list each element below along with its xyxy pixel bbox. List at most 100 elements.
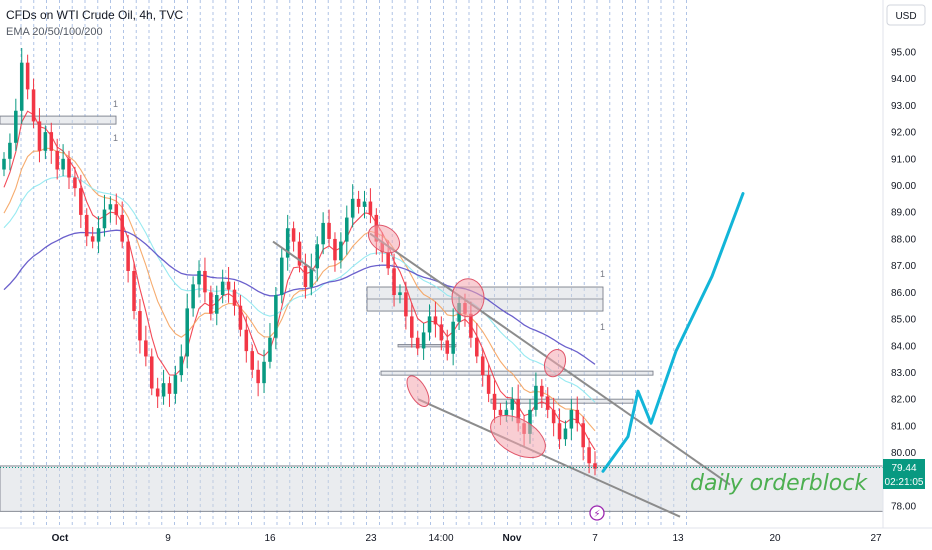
x-tick-6: 7 — [592, 533, 598, 544]
candle-97 — [575, 396, 580, 432]
price-tag — [883, 459, 925, 489]
candle-68 — [404, 281, 408, 330]
y-tick-0: 78.00 — [891, 502, 916, 513]
highlight-ellipse-1[interactable] — [363, 219, 405, 258]
x-tick-4: 14:00 — [428, 533, 453, 544]
x-tick-3: 23 — [365, 533, 377, 544]
drawing-layer — [0, 192, 883, 518]
chart-title: CFDs on WTI Crude Oil, 4h, TVC — [6, 8, 183, 22]
y-tick-17: 95.00 — [891, 48, 916, 59]
candle-33 — [197, 260, 201, 298]
candle-70 — [415, 331, 420, 356]
candle-15 — [90, 226, 95, 249]
candle-91 — [540, 379, 544, 408]
y-tick-11: 89.00 — [891, 208, 916, 219]
candle-52 — [309, 253, 314, 296]
level-82[interactable] — [490, 398, 634, 404]
candle-80 — [475, 323, 479, 364]
candle-81 — [480, 348, 485, 387]
candle-20 — [120, 201, 124, 249]
candle-47 — [279, 246, 284, 304]
zone-label-2: 1 — [113, 133, 118, 143]
candle-46 — [274, 287, 278, 350]
candle-30 — [179, 344, 184, 382]
candle-93 — [551, 397, 556, 437]
supply-zone-october[interactable] — [0, 115, 117, 125]
candle-98 — [581, 416, 585, 461]
x-tick-9: 27 — [870, 533, 882, 544]
candle-86 — [510, 387, 515, 422]
candle-13 — [79, 174, 83, 228]
price-tag-countdown: 02:21:05 — [885, 477, 924, 488]
highlight-ellipse-5[interactable] — [484, 407, 553, 466]
candle-11 — [67, 150, 71, 190]
candle-61 — [362, 190, 367, 219]
event-marker[interactable] — [589, 505, 605, 521]
indicator-legend[interactable]: EMA 20/50/100/200 — [6, 26, 103, 38]
y-tick-10: 88.00 — [891, 234, 916, 245]
candle-6 — [37, 108, 42, 163]
candle-8 — [49, 122, 54, 164]
candle-83 — [492, 380, 497, 423]
candle-73 — [433, 301, 438, 338]
candle-58 — [345, 205, 349, 255]
candle-62 — [368, 188, 373, 224]
x-tick-1: 9 — [165, 533, 171, 544]
candle-21 — [126, 234, 130, 283]
candle-72 — [427, 304, 432, 341]
candle-44 — [262, 349, 266, 394]
y-tick-13: 91.00 — [891, 154, 916, 165]
x-tick-2: 16 — [264, 533, 276, 544]
y-tick-7: 85.00 — [891, 315, 916, 326]
candle-92 — [545, 387, 550, 419]
highlight-ellipse-3[interactable] — [541, 347, 569, 380]
candle-18 — [108, 196, 113, 223]
candle-10 — [61, 144, 65, 177]
candle-94 — [557, 408, 562, 450]
candle-28 — [167, 376, 172, 407]
level-83[interactable] — [380, 370, 654, 376]
candle-14 — [84, 208, 89, 247]
zone-label-3: 1 — [600, 269, 605, 279]
candle-7 — [43, 125, 48, 160]
candle-23 — [138, 299, 142, 354]
candle-27 — [161, 369, 166, 405]
y-tick-14: 92.00 — [891, 128, 916, 139]
time-axis[interactable]: Oct 9 16 23 14:00 Nov 7 13 20 27 — [52, 533, 882, 544]
trendline-small[interactable] — [272, 240, 316, 272]
highlight-ellipse-4[interactable] — [403, 372, 434, 409]
candle-16 — [96, 216, 101, 254]
candle-71 — [421, 323, 426, 360]
candle-55 — [327, 209, 331, 246]
projection-path[interactable] — [601, 192, 745, 473]
candle-19 — [114, 193, 119, 225]
candle-50 — [297, 232, 302, 273]
candle-54 — [321, 212, 325, 255]
ema-line-2 — [3, 175, 596, 403]
candle-29 — [173, 365, 178, 404]
candle-4 — [25, 54, 30, 100]
candle-5 — [31, 78, 36, 129]
currency-button[interactable] — [886, 4, 926, 26]
candle-99 — [587, 437, 591, 474]
candle-26 — [155, 377, 160, 408]
y-tick-4: 82.00 — [891, 395, 916, 406]
ema-line-3 — [3, 229, 596, 365]
candle-35 — [209, 285, 213, 321]
zone-label-4: 1 — [600, 322, 605, 332]
minor-level-84[interactable] — [397, 344, 457, 348]
candle-3 — [19, 47, 24, 124]
candle-82 — [486, 364, 491, 403]
y-tick-16: 94.00 — [891, 74, 916, 85]
candle-96 — [569, 399, 574, 441]
candle-53 — [315, 236, 320, 282]
candle-32 — [191, 276, 195, 317]
trendline-lower[interactable] — [417, 398, 681, 518]
y-tick-6: 84.00 — [891, 341, 916, 352]
highlight-ellipse-2[interactable] — [451, 278, 485, 318]
candle-38 — [226, 266, 231, 303]
candle-0 — [2, 152, 6, 177]
